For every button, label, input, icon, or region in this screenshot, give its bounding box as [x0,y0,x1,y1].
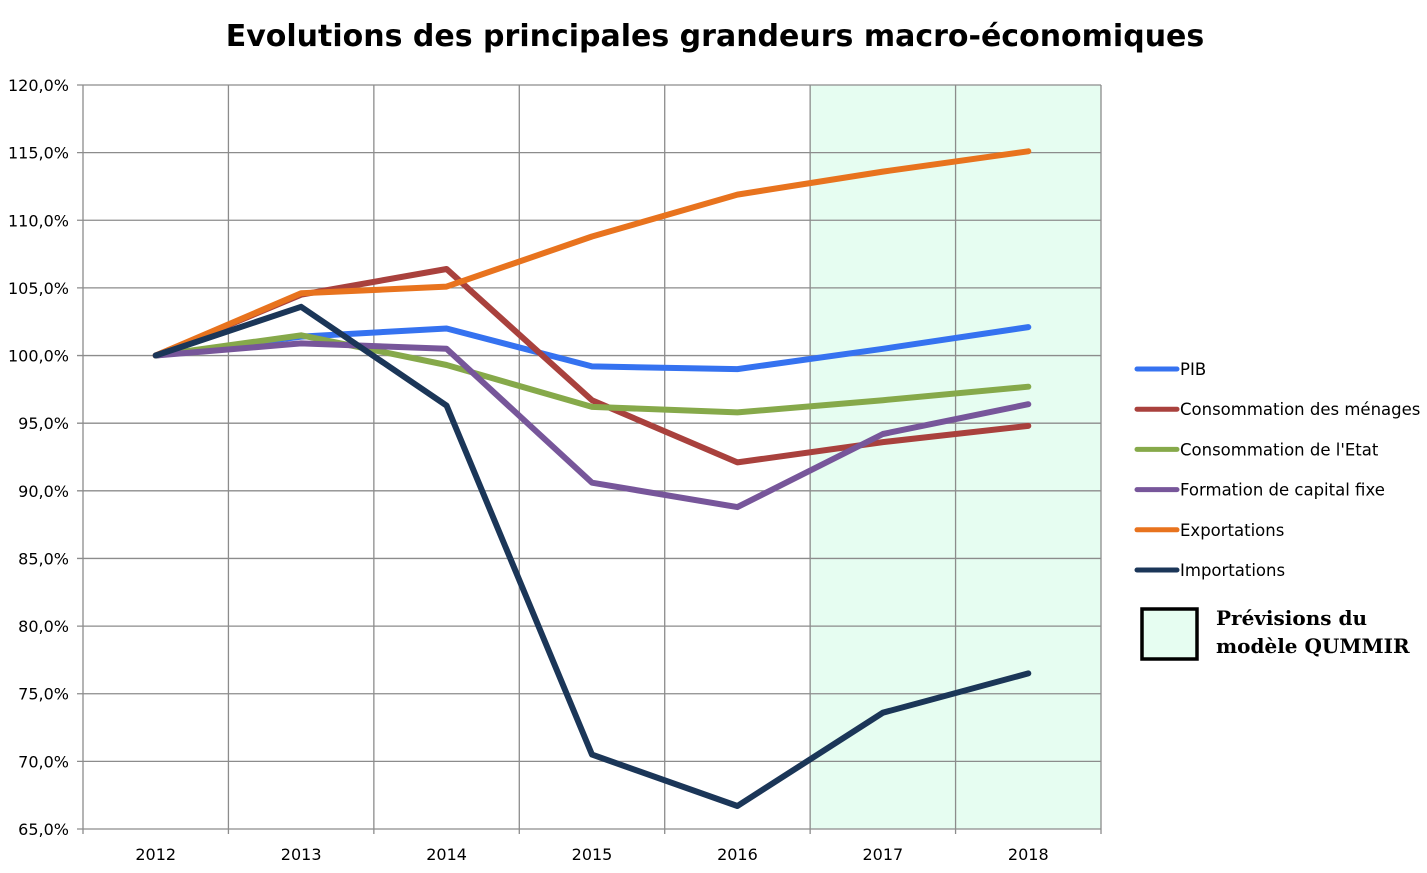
x-tick-label: 2017 [862,845,903,864]
y-tick-label: 115,0% [8,144,69,163]
y-tick-label: 105,0% [8,279,69,298]
series-line-exportations [152,148,1032,359]
y-tick-label: 95,0% [18,414,69,433]
y-tick-label: 100,0% [8,347,69,366]
forecast-label: modèle QUMMIR [1216,634,1410,658]
legend: PIB Consommation des ménages Consommation … [1134,360,1420,661]
y-tick-label: 110,0% [8,211,69,230]
y-tick-label: 75,0% [18,685,69,704]
series-line-importations [152,303,1032,809]
forecast-legend-swatch [1140,607,1199,661]
series-line-formation-de-capital-fixe [152,340,1032,511]
x-tick-label: 2015 [572,845,613,864]
plot-area: 65,0% 70,0% 75,0% 80,0% 85,0% 90,0% 95,0% 100,0… [8,76,1102,864]
legend-label: Consommation des ménages [1180,400,1420,419]
legend-label: Exportations [1180,521,1284,540]
x-tick-label: 2013 [281,845,322,864]
x-tick-label: 2016 [717,845,758,864]
x-tick-label: 2012 [135,845,176,864]
series-line-consommation-de-l-etat [152,332,1032,416]
y-tick-label: 85,0% [18,549,69,568]
y-tick-label: 65,0% [18,820,69,839]
y-tick-label: 70,0% [18,752,69,771]
y-tick-label: 120,0% [8,76,69,95]
legend-label: Importations [1180,561,1285,580]
x-tick-label: 2018 [1008,845,1049,864]
x-tick-label: 2014 [426,845,467,864]
y-tick-label: 80,0% [18,617,69,636]
legend-label: Consommation de l'Etat [1180,440,1379,459]
forecast-label: Prévisions du [1216,606,1367,630]
legend-label: PIB [1180,360,1206,379]
legend-label: Formation de capital fixe [1180,481,1385,500]
chart-title: Evolutions des principales grandeurs mac… [226,19,1205,54]
y-tick-label: 90,0% [18,482,69,501]
